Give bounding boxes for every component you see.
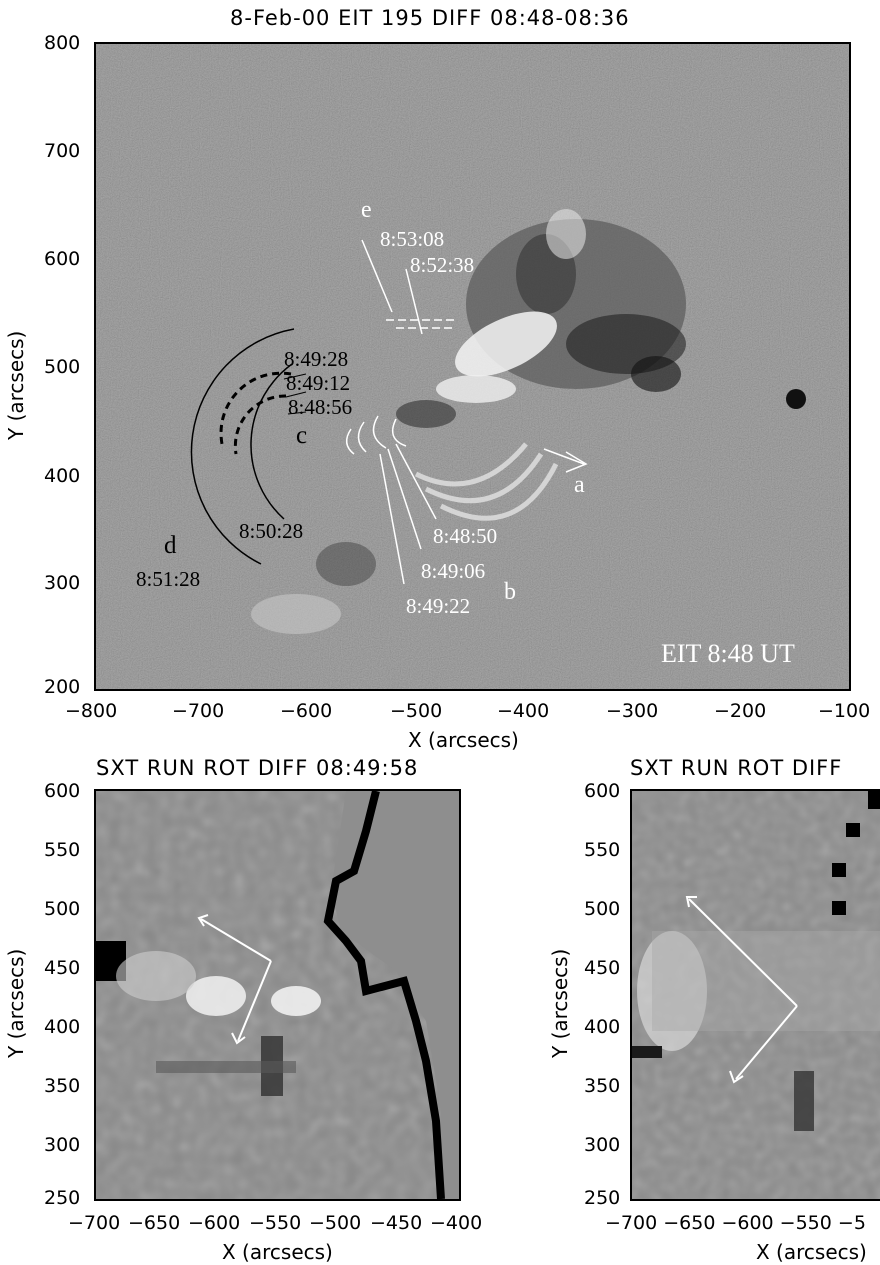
top-y-tick: 500 [44,356,81,378]
eit-image-svg [96,44,849,689]
time-8-49-06: 8:49:06 [421,559,486,583]
bottom-left-title: SXT RUN ROT DIFF 08:49:58 [96,756,419,780]
top-x-axis-label: X (arcsecs) [408,728,519,752]
sxt-right-arrows [685,896,798,1084]
br-y-tick: 350 [584,1075,621,1097]
black-front-arcs [190,328,295,565]
black-dashed-arcs [219,371,292,455]
bl-y-tick: 400 [44,1016,81,1038]
br-y-tick: 250 [584,1187,621,1209]
time-8-49-12: 8:49:12 [286,371,351,395]
top-x-tick: −100 [818,700,871,722]
label-d: d [164,532,177,559]
bl-y-tick: 250 [44,1187,81,1209]
top-y-axis-label: Y (arcsecs) [4,330,28,440]
top-x-tick: −800 [65,700,118,722]
bl-y-tick: 550 [44,839,81,861]
active-region [251,209,806,634]
br-y-tick: 500 [584,898,621,920]
bl-x-tick: −550 [249,1212,302,1234]
top-x-tick: −600 [280,700,333,722]
br-y-tick: 300 [584,1134,621,1156]
label-a: a [574,472,585,498]
bl-x-tick: −500 [309,1212,362,1234]
label-e: e [361,197,372,223]
time-8-49-28: 8:49:28 [284,347,349,371]
bl-x-tick: −650 [128,1212,181,1234]
bright-wave-arcs [414,442,559,521]
black-tick-lines [283,373,307,415]
top-x-tick: −500 [390,700,443,722]
time-8-50-28: 8:50:28 [239,519,304,543]
top-x-tick: −300 [606,700,659,722]
bottom-left-y-axis-label: Y (arcsecs) [4,948,28,1058]
top-x-tick: −400 [497,700,550,722]
bl-x-tick: −700 [68,1212,121,1234]
sxt-image-left [94,789,461,1201]
br-y-tick: 550 [584,839,621,861]
br-y-tick: 400 [584,1016,621,1038]
top-y-tick: 800 [44,32,81,54]
time-8-48-50: 8:48:50 [433,524,498,548]
top-panel-title: 8-Feb-00 EIT 195 DIFF 08:48-08:36 [230,6,630,30]
bl-y-tick: 300 [44,1134,81,1156]
br-x-ticks: −700 −650 −600 −550 −5 [605,1212,866,1234]
top-x-tick: −700 [172,700,225,722]
bl-y-tick: 450 [44,957,81,979]
eit-difference-image: e 8:53:08 8:52:38 8:49:28 8:49:12 8:48:5… [94,42,851,691]
dashed-front-e [386,319,456,329]
bl-y-tick: 350 [44,1075,81,1097]
bl-x-tick: −400 [430,1212,483,1234]
sxt-left-arrows [197,914,272,1045]
label-c: c [296,422,308,449]
top-y-tick: 600 [44,248,81,270]
sxt-left-svg [96,791,459,1199]
white-annotation-lines [345,239,588,585]
bottom-left-x-axis-label: X (arcsecs) [222,1240,333,1264]
bottom-right-title: SXT RUN ROT DIFF [630,756,843,780]
top-y-tick: 300 [44,572,81,594]
bottom-right-y-axis-label: Y (arcsecs) [548,948,572,1058]
sxt-image-right [630,789,880,1201]
br-y-tick: 600 [584,780,621,802]
bl-x-tick: −600 [188,1212,241,1234]
bottom-right-x-axis-label: X (arcsecs) [756,1240,867,1264]
time-8-51-28: 8:51:28 [136,567,201,591]
time-8-53-08: 8:53:08 [380,227,445,251]
time-8-48-56: 8:48:56 [288,395,353,419]
bl-y-tick: 600 [44,780,81,802]
top-y-tick: 400 [44,465,81,487]
time-8-49-22: 8:49:22 [406,594,471,618]
bl-y-tick: 500 [44,898,81,920]
br-y-tick: 450 [584,957,621,979]
instrument-label: EIT 8:48 UT [661,639,795,668]
sxt-right-svg [632,791,880,1199]
bl-x-tick: −450 [370,1212,423,1234]
time-8-52-38: 8:52:38 [410,253,475,277]
top-x-tick: −200 [714,700,767,722]
label-b: b [504,579,516,605]
top-y-tick: 200 [44,676,81,698]
top-y-tick: 700 [44,140,81,162]
